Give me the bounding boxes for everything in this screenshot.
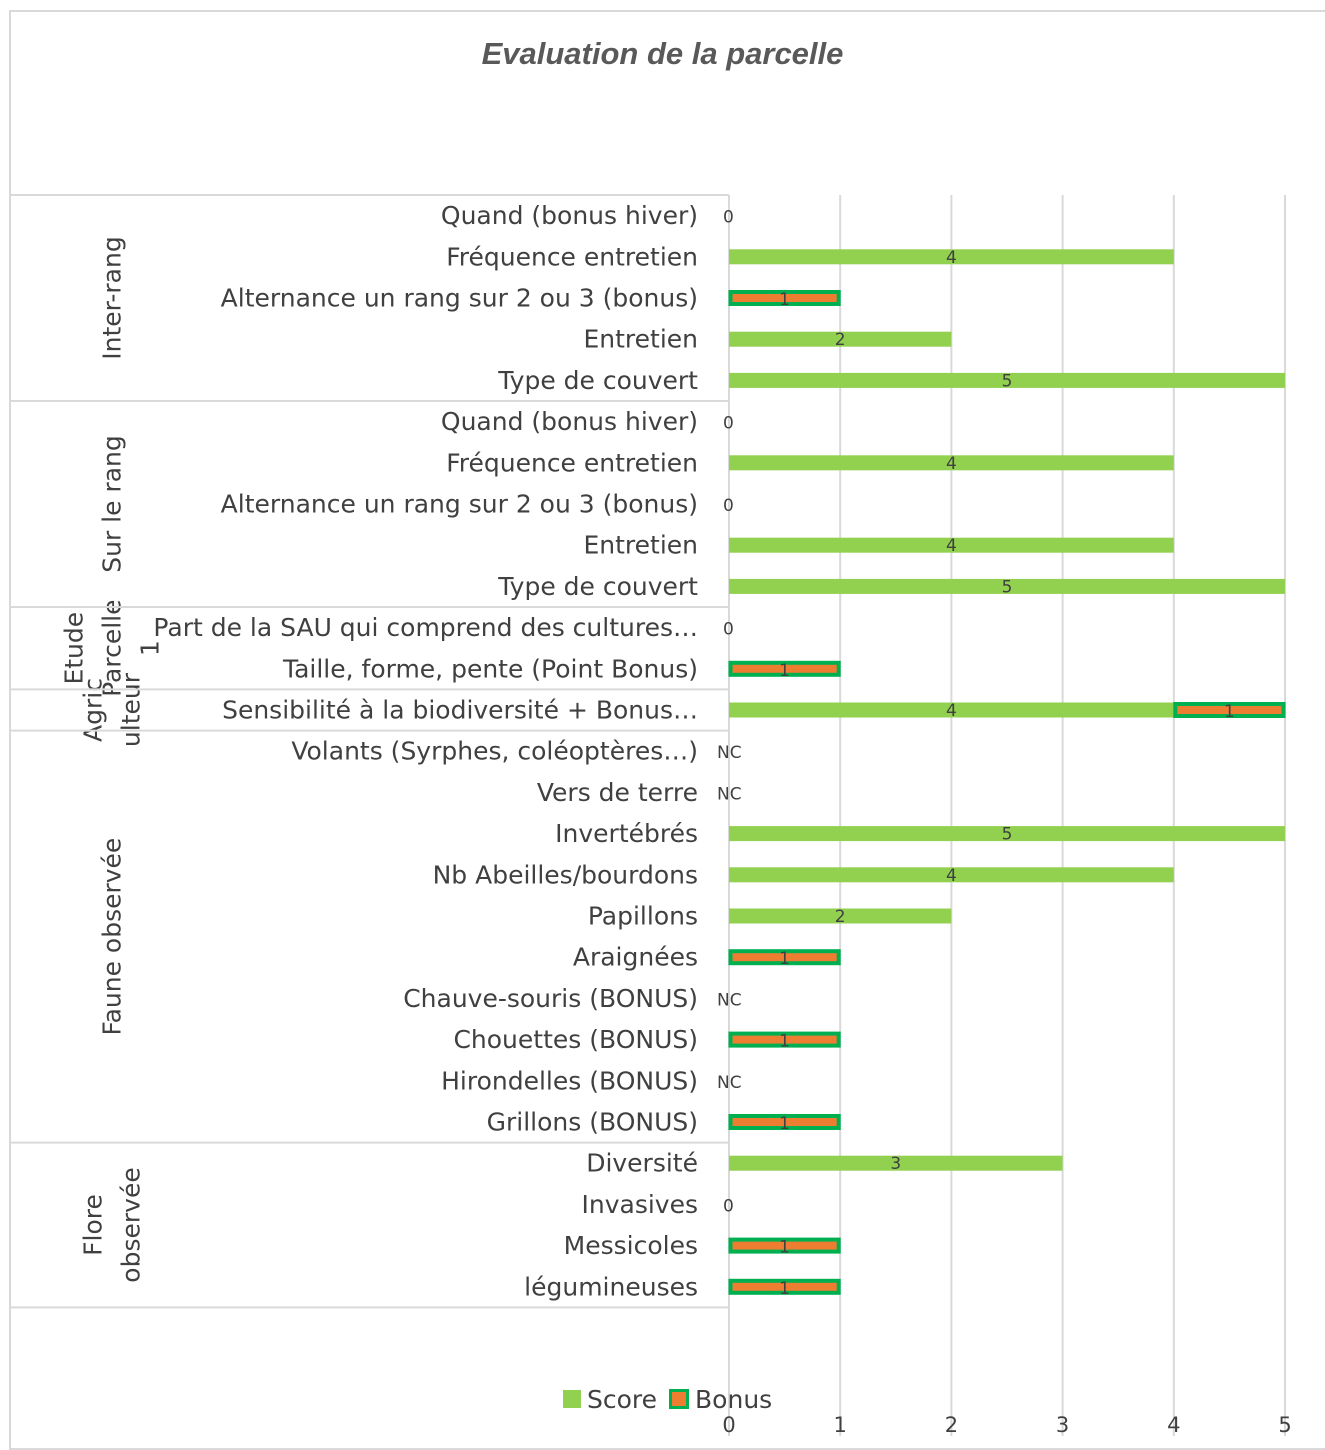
bonus-bar-label: 1: [779, 949, 790, 969]
legend-label-score: Score: [587, 1384, 658, 1414]
score-bar-label: 4: [946, 248, 957, 268]
chart-title: Evaluation de la parcelle: [481, 36, 844, 71]
bonus-bar: [728, 290, 841, 306]
category-label: Alternance un rang sur 2 ou 3 (bonus): [221, 490, 698, 519]
category-label: Type de couvert: [497, 572, 698, 601]
x-tick-label: 4: [1167, 1413, 1180, 1436]
score-bar-label: 4: [946, 454, 957, 474]
x-tick-label: 3: [1056, 1413, 1069, 1436]
category-label: Entretien: [583, 325, 698, 354]
score-bar-label: 3: [890, 1154, 901, 1174]
score-bar: [729, 372, 1285, 388]
bonus-bar: [1173, 702, 1286, 718]
category-label: Quand (bonus hiver): [441, 201, 698, 230]
legend-swatch-score: [563, 1390, 581, 1408]
score-bar: [729, 537, 1174, 553]
legend-label-bonus: Bonus: [695, 1384, 773, 1414]
group-label: observée: [117, 1167, 146, 1282]
x-tick-label: 0: [722, 1413, 735, 1436]
score-bar-label: 5: [1002, 577, 1013, 597]
bonus-bar: [728, 1237, 841, 1254]
legend-swatch-bonus: [669, 1389, 690, 1409]
bonus-bar-label: 1: [779, 1032, 790, 1052]
empty-value-label: NC: [717, 990, 742, 1010]
category-label: Volants (Syrphes, coléoptères…): [291, 737, 698, 766]
score-bar: [729, 867, 1174, 883]
category-label: légumineuses: [524, 1272, 698, 1301]
score-bar-label: 2: [835, 330, 846, 350]
score-bar-label: 4: [946, 866, 957, 886]
category-label: Hirondelles (BONUS): [441, 1066, 698, 1095]
category-label: Fréquence entretien: [446, 242, 698, 271]
category-label: Quand (bonus hiver): [441, 407, 698, 436]
empty-value-label: NC: [717, 784, 742, 804]
bonus-bar: [728, 1031, 841, 1048]
empty-value-label: 0: [723, 414, 734, 434]
empty-value-label: 0: [723, 208, 734, 228]
group-label: Agric: [79, 678, 108, 742]
bonus-bar-label: 1: [779, 661, 790, 681]
category-label: Nb Abeilles/bourdons: [433, 860, 698, 889]
category-label: Chouettes (BONUS): [453, 1025, 698, 1054]
empty-value-label: NC: [717, 1073, 742, 1093]
empty-value-label: 0: [723, 1196, 734, 1216]
legend-item-bonus: Bonus: [669, 1385, 772, 1414]
group-label: 1: [136, 640, 165, 656]
score-bar-label: 4: [946, 701, 957, 721]
category-label: Taille, forme, pente (Point Bonus): [282, 654, 698, 683]
score-bar-label: 5: [1002, 825, 1013, 845]
category-label: Sensibilité à la biodiversité + Bonus…: [222, 696, 698, 725]
score-bar-label: 2: [835, 907, 846, 927]
category-label: Fréquence entretien: [446, 448, 698, 477]
x-tick-label: 2: [945, 1413, 958, 1436]
score-bar-label: 5: [1002, 371, 1013, 391]
score-bar: [729, 578, 1285, 594]
bonus-bar: [728, 660, 841, 677]
group-label: Sur le rang: [98, 435, 127, 573]
group-label: Inter-rang: [98, 236, 127, 359]
x-tick-label: 5: [1278, 1413, 1291, 1436]
score-bar: [729, 249, 1174, 265]
category-label: Diversité: [586, 1149, 698, 1178]
category-label: Type de couvert: [497, 366, 698, 395]
x-tick-label: 1: [834, 1413, 847, 1436]
group-label: ulteur: [117, 672, 146, 747]
category-label: Entretien: [583, 531, 698, 560]
group-label: Flore: [79, 1194, 108, 1256]
category-label: Invertébrés: [555, 819, 698, 848]
category-label: Messicoles: [564, 1231, 698, 1260]
empty-value-label: 0: [723, 496, 734, 516]
bonus-bar-label: 1: [1224, 702, 1235, 722]
category-label: Araignées: [573, 943, 698, 972]
empty-value-label: 0: [723, 620, 734, 640]
score-bar: [729, 455, 1174, 471]
score-bar: [729, 908, 952, 924]
group-label: Etude: [60, 612, 89, 685]
bonus-bar-label: 1: [779, 1279, 790, 1299]
bonus-bar: [728, 949, 841, 966]
empty-value-label: NC: [717, 743, 742, 763]
score-bar: [729, 702, 1174, 718]
chart-legend: Score Bonus: [563, 1384, 772, 1414]
score-bar-label: 4: [946, 536, 957, 556]
score-bar: [729, 1155, 1063, 1171]
category-label: Chauve-souris (BONUS): [403, 984, 698, 1013]
group-label: Faune observée: [98, 838, 127, 1036]
group-label: Parcelle: [98, 599, 127, 696]
category-label: Part de la SAU qui comprend des cultures…: [153, 613, 698, 642]
score-bar: [729, 331, 952, 347]
bonus-bar: [728, 1278, 841, 1295]
category-label: Alternance un rang sur 2 ou 3 (bonus): [221, 284, 698, 313]
category-label: Papillons: [588, 902, 698, 931]
category-label: Vers de terre: [537, 778, 698, 807]
bonus-bar-label: 1: [779, 290, 790, 310]
bonus-bar-label: 1: [779, 1114, 790, 1134]
score-bar: [729, 826, 1285, 842]
category-label: Grillons (BONUS): [487, 1108, 698, 1137]
bonus-bar-label: 1: [779, 1238, 790, 1258]
bonus-bar: [728, 1114, 841, 1130]
legend-item-score: Score: [563, 1385, 657, 1414]
category-label: Invasives: [581, 1190, 698, 1219]
